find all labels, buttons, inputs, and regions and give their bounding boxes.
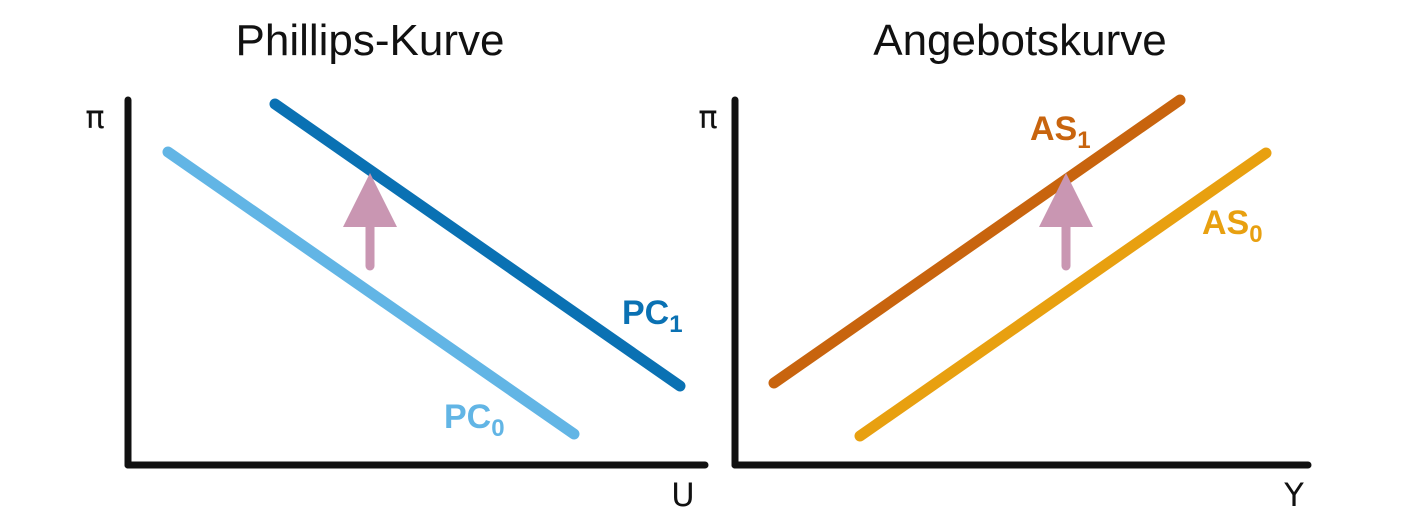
y-axis-label: π bbox=[698, 98, 717, 136]
curve-as1 bbox=[768, 94, 1186, 389]
curve-pc1 bbox=[269, 98, 686, 392]
x-axis-label: Y bbox=[1283, 476, 1304, 514]
label-pc1: PC1 bbox=[622, 294, 683, 338]
label-as1: AS1 bbox=[1030, 110, 1091, 154]
x-axis-label: U bbox=[671, 476, 694, 514]
curve-pc0 bbox=[162, 146, 580, 440]
curve-as0 bbox=[854, 147, 1272, 442]
label-as0: AS0 bbox=[1202, 204, 1263, 248]
label-pc0: PC0 bbox=[444, 398, 505, 442]
supply-curve-panel: Angebotskurve π Y AS1 AS0 bbox=[698, 16, 1312, 514]
phillips-curve-panel: Phillips-Kurve π U PC1 PC0 bbox=[85, 16, 709, 514]
y-axis-label: π bbox=[85, 98, 104, 136]
panel-title: Phillips-Kurve bbox=[236, 16, 505, 65]
panel-title: Angebotskurve bbox=[873, 16, 1167, 65]
